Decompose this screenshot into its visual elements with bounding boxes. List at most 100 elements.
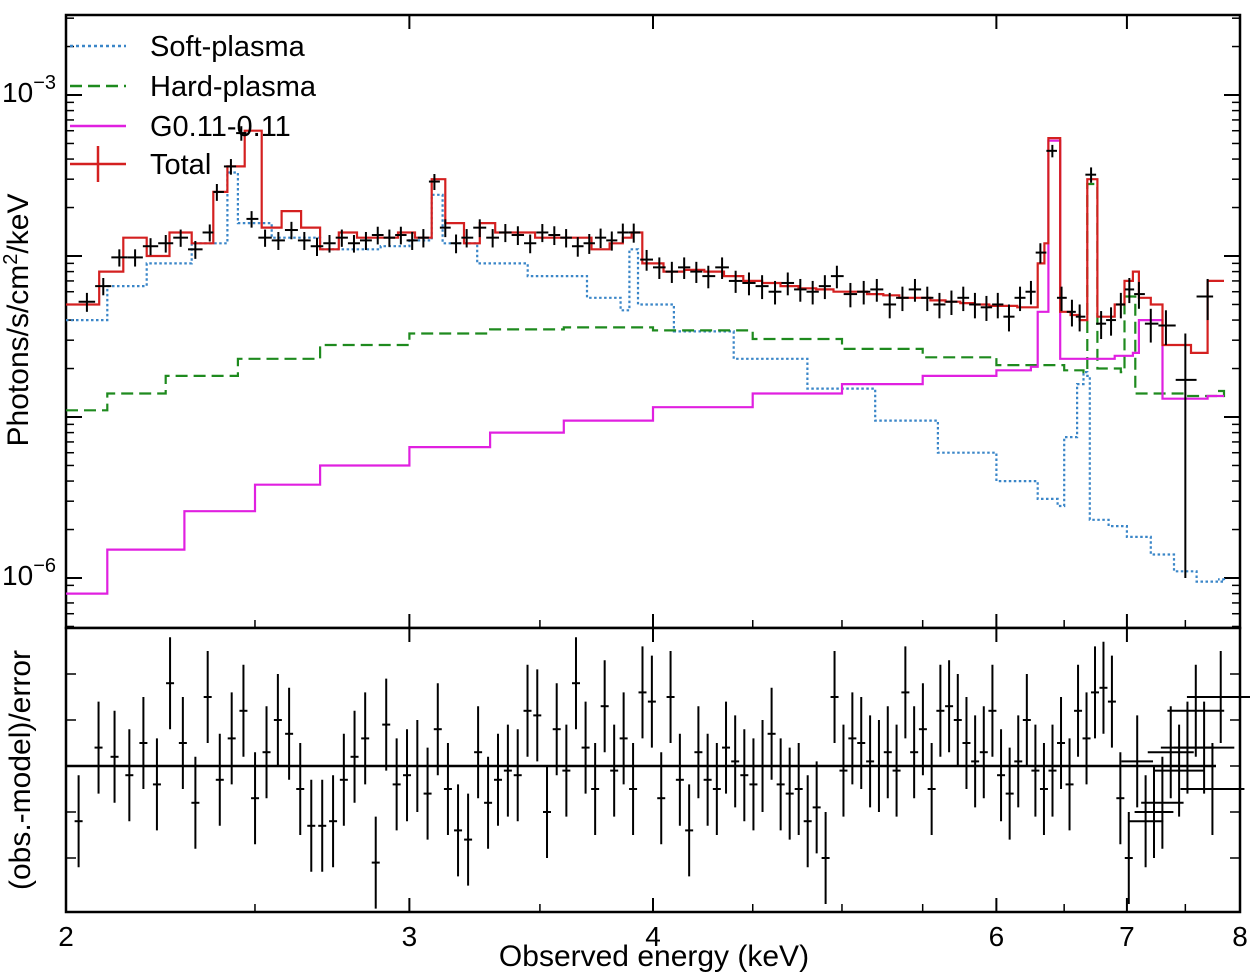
x-tick-label: 7 <box>1119 921 1135 952</box>
data-point <box>1134 281 1145 309</box>
residual-point <box>821 812 830 904</box>
residual-point <box>493 733 502 826</box>
residual-point <box>1141 756 1184 849</box>
residual-point <box>703 733 712 826</box>
residual-point <box>1014 715 1023 808</box>
residual-point <box>910 706 919 799</box>
residual-point <box>318 779 327 872</box>
data-point <box>794 278 807 302</box>
residual-point <box>533 669 542 762</box>
data-point <box>188 240 203 259</box>
ytick-base: 10 <box>2 560 33 591</box>
data-point <box>1096 311 1107 340</box>
residual-point <box>413 720 422 812</box>
residual-panel: (obs.-model)/error <box>4 626 1250 914</box>
data-point <box>957 286 970 312</box>
data-point <box>347 235 360 253</box>
residual-point <box>1107 655 1116 748</box>
residual-point <box>927 743 936 835</box>
residual-point <box>812 761 821 854</box>
residual-point <box>178 697 187 789</box>
residual-point <box>1082 692 1091 785</box>
data-point <box>95 278 112 296</box>
residual-point <box>1091 646 1100 739</box>
data-point <box>583 233 595 254</box>
data-point <box>715 257 729 279</box>
residual-point <box>794 743 803 835</box>
data-point <box>560 229 572 248</box>
data-point <box>335 229 348 247</box>
data-point <box>945 290 958 316</box>
ylabel-part: /keV <box>2 194 35 254</box>
residual-point <box>883 706 892 799</box>
residual-point <box>749 738 758 831</box>
data-point <box>896 286 909 312</box>
data-point <box>486 229 500 248</box>
data-point <box>1115 292 1126 319</box>
data-point <box>992 292 1004 319</box>
data-point <box>806 280 819 305</box>
data-point <box>142 238 159 256</box>
residual-point <box>464 793 473 886</box>
data-point <box>536 224 549 243</box>
residual-point <box>543 766 552 858</box>
residual-point <box>647 655 656 748</box>
residual-point <box>474 706 483 799</box>
residual-point <box>454 784 463 877</box>
data-point <box>473 219 487 238</box>
data-point <box>548 226 561 246</box>
data-point <box>617 223 629 243</box>
residual-point <box>892 724 901 817</box>
data-point <box>450 234 462 254</box>
residual-point <box>918 683 927 776</box>
data-point <box>1125 278 1135 304</box>
residual-point <box>371 816 380 909</box>
residual-point <box>403 729 412 822</box>
residual-point <box>350 710 359 803</box>
residual-point <box>675 733 684 826</box>
data-point <box>640 249 653 271</box>
residual-point <box>776 738 785 831</box>
residual-y-axis-title: (obs.-model)/error <box>4 650 37 890</box>
data-point <box>1085 167 1097 183</box>
data-point <box>111 249 128 267</box>
x-tick-label: 2 <box>58 921 74 952</box>
data-point <box>628 223 641 243</box>
spectrum-axis-ticks <box>65 15 1241 628</box>
residual-point <box>866 715 875 808</box>
residual-point <box>767 687 776 780</box>
residual-point <box>443 743 452 835</box>
residual-point <box>758 720 767 812</box>
ytick-label-1e-6: 10−6 <box>2 555 56 591</box>
data-point <box>223 159 237 175</box>
residual-point <box>392 738 401 831</box>
residual-point <box>227 692 236 785</box>
data-point <box>665 261 679 283</box>
residual-point <box>629 743 638 835</box>
data-point <box>428 174 440 191</box>
residual-point <box>1124 812 1133 904</box>
residual-point <box>666 651 675 743</box>
residual-point <box>722 701 731 794</box>
data-point <box>1106 307 1116 336</box>
residual-point <box>562 724 571 817</box>
residual-point <box>94 701 103 794</box>
residual-axis-ticks <box>65 628 1241 912</box>
x-tick-labels: 2 3 4 6 7 8 <box>58 921 1248 952</box>
data-point <box>127 249 143 267</box>
data-point <box>1035 243 1047 264</box>
residual-point <box>74 775 83 868</box>
residual-point <box>423 747 432 840</box>
residual-point <box>619 692 628 785</box>
residual-point <box>1128 775 1164 868</box>
residual-point <box>610 724 619 817</box>
data-point <box>258 229 272 247</box>
data-point <box>323 235 336 253</box>
ytick-base: 10 <box>2 77 33 108</box>
data-point <box>857 280 871 305</box>
residual-frame <box>64 626 1242 914</box>
residual-point <box>581 701 590 794</box>
data-point <box>571 237 584 257</box>
data-point <box>678 257 691 279</box>
data-point <box>524 234 537 254</box>
